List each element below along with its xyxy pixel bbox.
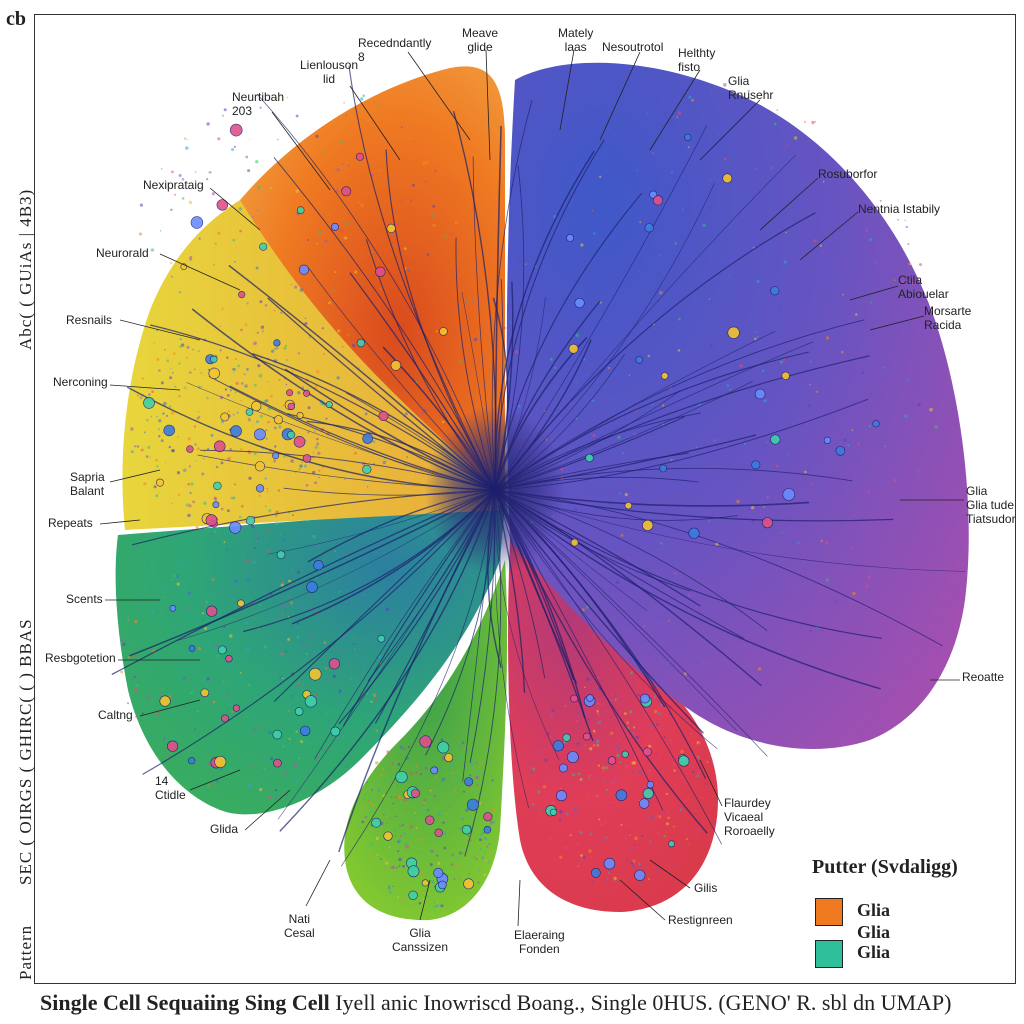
cluster-label-24: 14 Ctidle [155,774,186,802]
legend-title: Putter (Svdaligg) [812,856,958,878]
cluster-label-28: Nati Cesal [284,912,315,940]
cluster-label-25: Flaurdey Vicaeal Roroaelly [724,796,775,838]
cluster-label-11: Nentnia Istabily [858,202,941,216]
cluster-label-19: Repeats [48,516,93,530]
cluster-label-6: Lienlouson lid [300,58,359,86]
cluster-label-10: Nexiprataig [143,178,204,192]
cluster-label-23: Caltng [98,708,133,722]
legend-swatch-1 [815,898,843,926]
cluster-label-4: Nesoutrotol [602,40,664,54]
figure-frame [34,14,1016,984]
cluster-label-12: Neurorald [96,246,149,260]
figure-caption: Single Cell Sequaiing Sing Cell Iyell an… [40,990,1020,1016]
highlighted-cells [143,123,880,900]
corner-mark: cb [6,8,26,30]
legend-swatch-3 [815,940,843,968]
cluster-label-9: Rosuborfor [818,167,878,181]
cluster-label-5: Helthty fisto [678,46,716,74]
cluster-label-20: Scents [66,592,103,606]
cluster-label-3: Mately laas [558,26,594,54]
side-text-middle: SEC ( OIRGS ( GHIRC( ( ) BBAS [16,618,35,885]
cluster-label-17: Sapria Balant [70,470,105,498]
cluster-label-14: Morsarte Racida [924,304,972,332]
cluster-label-26: Glida [210,822,239,836]
legend-label-2: Glia [857,922,891,942]
cluster-label-30: Elaeraing Fonden [514,928,565,956]
cluster-label-18: Glia Glia tude Tiatsudor [966,484,1016,526]
label-leader-lines [99,49,964,927]
cell-speckles [120,83,939,909]
cluster-label-7: Neurtibah 203 [232,90,285,118]
legend-label-3: Glia [857,942,891,962]
cluster-label-31: Restignreen [668,913,733,927]
cluster-label-13: Ctila Abiouelar [898,273,949,301]
cluster-teal [115,505,505,815]
cluster-label-29: Glia Canssizen [392,926,449,954]
cluster-label-22: Reoatte [962,670,1005,684]
cluster-label-1: Recedndantly 8 [358,36,432,64]
side-text-bottom: Pattern [16,924,35,980]
side-text-top: Abc( ( GUiAs | 4B3) [16,188,35,350]
trajectory-core [425,405,565,575]
caption-rest: Iyell anic Inowriscd Boang., Single 0HUS… [329,990,952,1015]
cluster-label-21: Resbgotetion [45,651,116,665]
caption-bold: Single Cell Sequaiing Sing Cell [40,990,330,1015]
cluster-label-8: Glia Rnusehr [728,74,774,102]
cluster-label-27: Gilis [694,881,718,895]
legend-label-1: Glia [857,900,891,920]
cluster-label-16: Nerconing [53,375,108,389]
cluster-label-15: Resnails [66,313,113,327]
cluster-label-2: Meave glide [462,26,499,54]
